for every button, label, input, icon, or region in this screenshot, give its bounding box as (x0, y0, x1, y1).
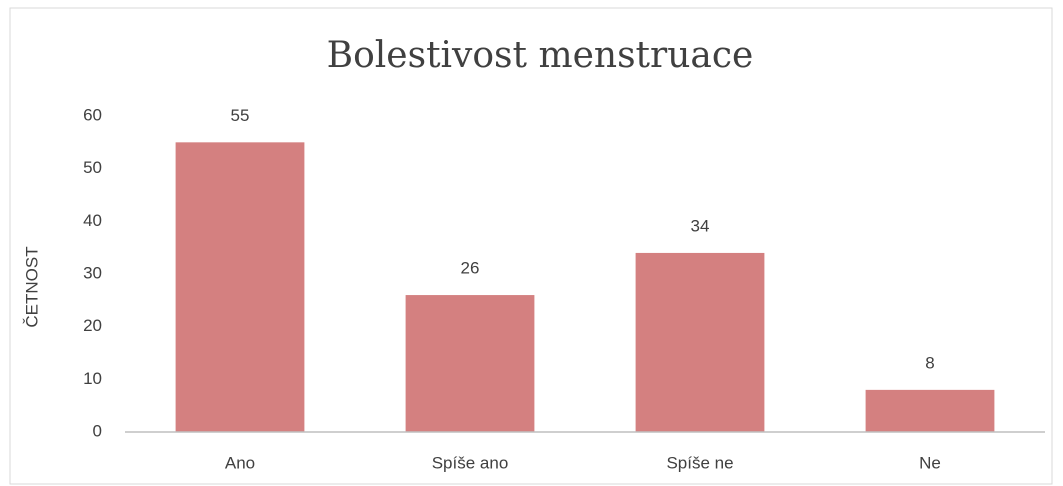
bar (175, 142, 305, 433)
x-tick-label: Spíše ano (432, 453, 509, 472)
y-axis-label: ČETNOST (22, 246, 41, 327)
data-label: 34 (691, 216, 710, 235)
data-label: 55 (231, 106, 250, 125)
chart-title: Bolestivost menstruace (327, 35, 754, 76)
x-tick-label: Spíše ne (666, 453, 733, 472)
y-tick-label: 10 (83, 369, 102, 388)
x-tick-label: Ano (225, 453, 255, 472)
bar (635, 252, 765, 432)
bar (405, 295, 535, 432)
y-tick-label: 30 (83, 263, 102, 282)
y-tick-label: 60 (83, 105, 102, 124)
y-tick-label: 50 (83, 158, 102, 177)
y-tick-label: 20 (83, 316, 102, 335)
bar (865, 389, 995, 432)
y-tick-label: 40 (83, 211, 102, 230)
y-tick-label: 0 (93, 421, 102, 440)
data-label: 8 (925, 353, 934, 372)
x-tick-label: Ne (919, 453, 941, 472)
data-label: 26 (461, 259, 480, 278)
